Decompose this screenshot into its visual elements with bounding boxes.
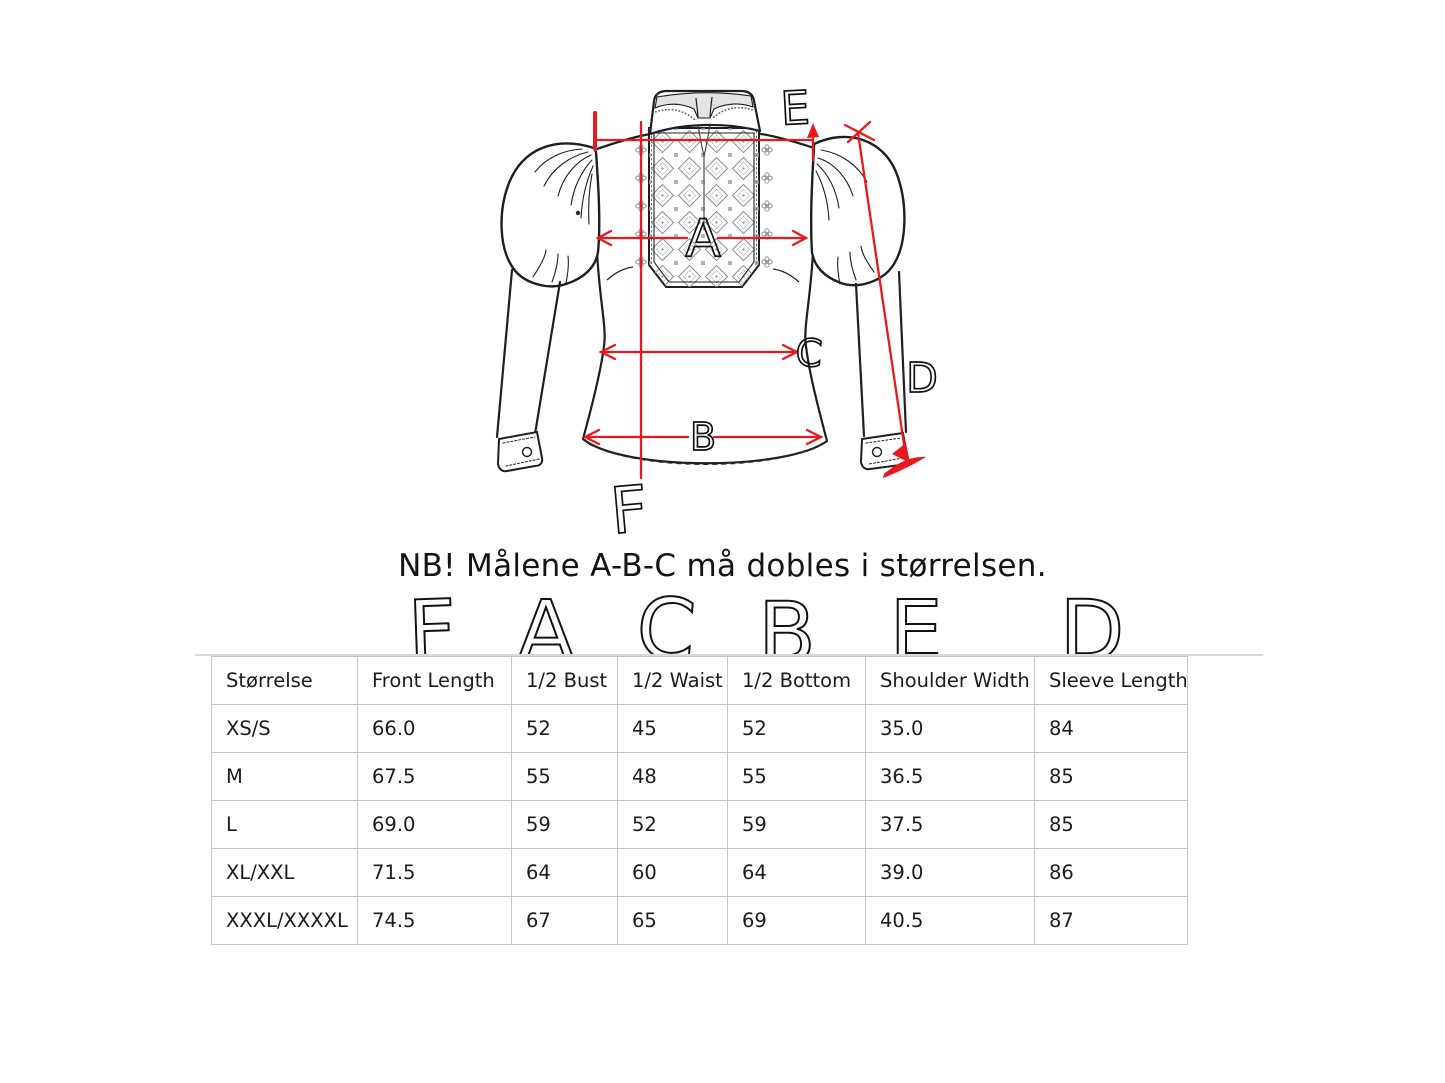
hem-stitch-line — [588, 443, 822, 466]
measurement-cell: 64 — [511, 848, 618, 897]
armpit-seams — [606, 266, 800, 283]
measurement-cell: 67 — [511, 896, 618, 945]
size-cell: XL/XXL — [211, 848, 358, 897]
measurement-cell: 60 — [617, 848, 728, 897]
measurement-cell: 36.5 — [865, 752, 1035, 801]
letter-e-label: E — [779, 80, 811, 135]
column-header: 1/2 Waist — [617, 656, 728, 705]
measurement-cell: 40.5 — [865, 896, 1035, 945]
collar — [648, 89, 762, 136]
doubling-note: NB! Målene A-B-C må dobles i størrelsen. — [398, 548, 1047, 584]
size-cell: M — [211, 752, 358, 801]
measurement-cell: 71.5 — [357, 848, 512, 897]
table-row: XL/XXL 71.5 64 60 64 39.0 86 — [211, 848, 1188, 897]
measurement-cell: 64 — [727, 848, 866, 897]
letter-f-label: F — [608, 473, 651, 550]
column-header: Shoulder Width — [865, 656, 1035, 705]
embroidered-bib — [648, 123, 760, 288]
measure-lines — [582, 111, 926, 480]
column-header: Størrelse — [211, 656, 358, 705]
measurement-cell: 69 — [727, 896, 866, 945]
left-sleeve — [495, 268, 562, 473]
letter-c-label: C — [794, 330, 824, 376]
size-cell: XS/S — [211, 704, 358, 753]
measurement-cell: 55 — [727, 752, 866, 801]
measurement-cell: 45 — [617, 704, 728, 753]
column-header: Front Length — [357, 656, 512, 705]
table-row: XXXL/XXXXL 74.5 67 65 69 40.5 87 — [211, 896, 1188, 945]
measurement-cell: 52 — [617, 800, 728, 849]
horizontal-divider — [195, 654, 1263, 656]
letter-a-label: A — [685, 209, 721, 269]
measurement-cell: 48 — [617, 752, 728, 801]
column-header: Sleeve Length — [1034, 656, 1188, 705]
measurement-cell: 37.5 — [865, 800, 1035, 849]
measure-letters: A B C D E F — [607, 79, 939, 550]
ink-dot — [575, 210, 581, 216]
left-puff-sleeve — [500, 142, 601, 288]
table-header-row: Størrelse Front Length 1/2 Bust 1/2 Waist 1/… — [211, 656, 1188, 705]
table-row: L 69.0 59 52 59 37.5 85 — [211, 800, 1188, 849]
left-cuff-button — [521, 446, 533, 458]
measurement-cell: 66.0 — [357, 704, 512, 753]
measurement-cell: 59 — [511, 800, 618, 849]
measurement-cell: 67.5 — [357, 752, 512, 801]
front-split — [697, 123, 711, 230]
right-puff-sleeve — [809, 135, 906, 287]
table-row: M 67.5 55 48 55 36.5 85 — [211, 752, 1188, 801]
measurement-cell: 55 — [511, 752, 618, 801]
measure-line-d — [856, 131, 908, 460]
measurement-cell: 35.0 — [865, 704, 1035, 753]
measurement-cell: 85 — [1034, 800, 1188, 849]
garment-diagram: A B C D E F — [495, 79, 939, 550]
measurement-cell: 39.0 — [865, 848, 1035, 897]
letter-b-label: B — [690, 415, 716, 459]
measurement-cell: 85 — [1034, 752, 1188, 801]
measurement-cell: 65 — [617, 896, 728, 945]
letter-d-label: D — [906, 354, 938, 402]
measurement-cell: 52 — [511, 704, 618, 753]
table-row: XS/S 66.0 52 45 52 35.0 84 — [211, 704, 1188, 753]
size-cell: XXXL/XXXXL — [211, 896, 358, 945]
size-table: Størrelse Front Length 1/2 Bust 1/2 Waist 1/… — [211, 656, 1188, 945]
column-header: 1/2 Bust — [511, 656, 618, 705]
right-sleeve — [854, 270, 909, 471]
left-cuff — [496, 430, 544, 473]
measurement-cell: 59 — [727, 800, 866, 849]
measurement-cell: 84 — [1034, 704, 1188, 753]
column-header: 1/2 Bottom — [727, 656, 866, 705]
right-cuff-button — [871, 446, 883, 458]
measurement-cell: 69.0 — [357, 800, 512, 849]
measurement-cell: 74.5 — [357, 896, 512, 945]
measurement-cell: 52 — [727, 704, 866, 753]
measurement-cell: 86 — [1034, 848, 1188, 897]
size-cell: L — [211, 800, 358, 849]
measurement-cell: 87 — [1034, 896, 1188, 945]
